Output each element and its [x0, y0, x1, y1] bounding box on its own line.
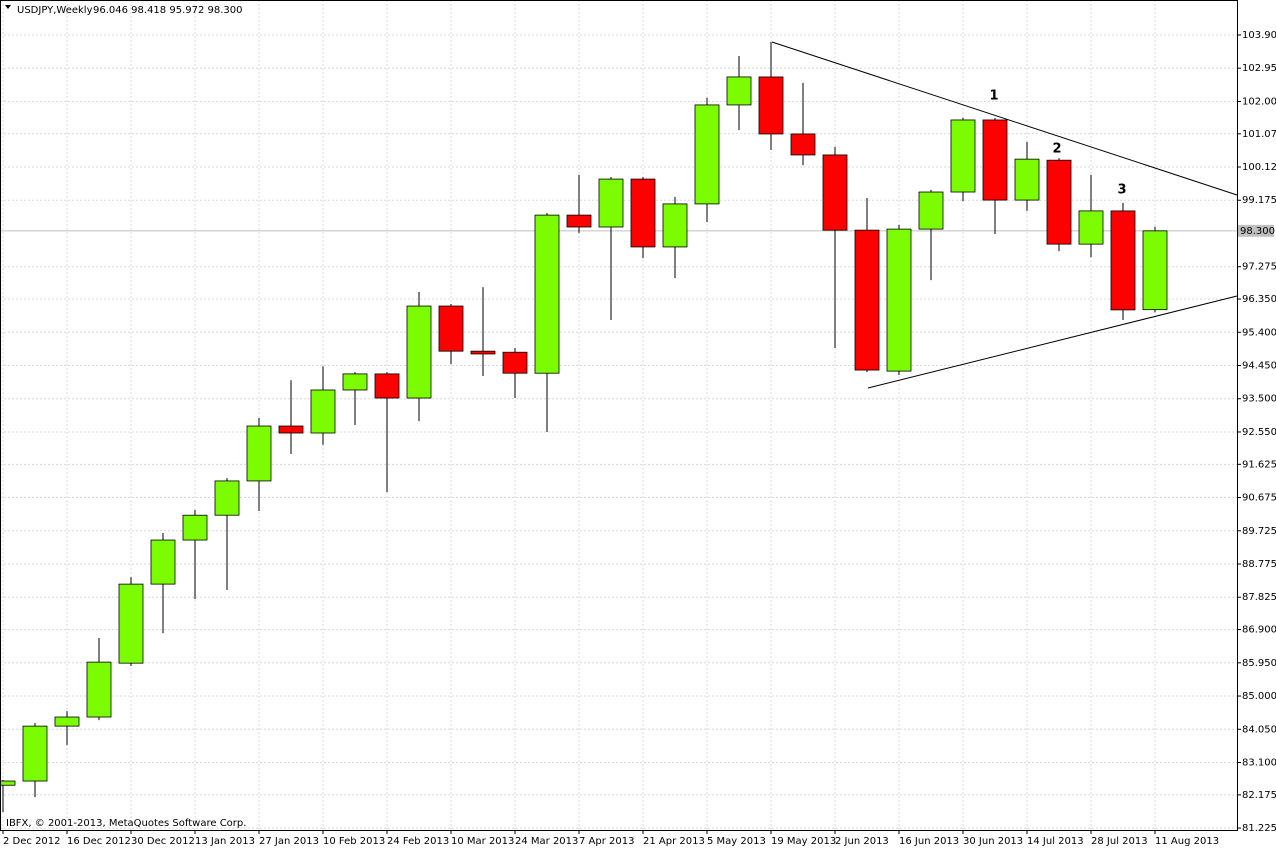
ohlc-info: 96.046 98.418 95.972 98.300: [93, 5, 243, 16]
y-tick-label: 81.225: [1242, 823, 1276, 834]
y-tick-label: 101.075: [1242, 129, 1276, 140]
candle-body: [1078, 210, 1104, 245]
y-tick-label: 87.825: [1242, 592, 1276, 603]
candle-body: [438, 305, 464, 352]
y-tick-label: 93.500: [1242, 394, 1276, 405]
symbol: USDJPY,Weekly: [17, 5, 93, 16]
current-price-box: [1238, 224, 1274, 237]
x-tick-label: 19 May 2013: [771, 836, 836, 847]
y-tick-label: 92.550: [1242, 427, 1276, 438]
x-tick-label: 10 Mar 2013: [451, 836, 514, 847]
overlay: 1 2 3: [771, 41, 1238, 389]
y-tick-label: 90.675: [1242, 493, 1276, 504]
y-tick-label: 88.775: [1242, 559, 1276, 570]
candle-body: [822, 154, 848, 231]
x-tick-label: 11 Aug 2013: [1155, 836, 1219, 847]
y-tick-label: 91.625: [1242, 459, 1276, 470]
candle-body: [726, 76, 752, 106]
candle-body: [406, 305, 432, 399]
candle-body: [54, 716, 80, 727]
candle-body: [1046, 159, 1072, 245]
y-tick-label: 100.125: [1242, 162, 1276, 173]
candle-body: [150, 539, 176, 585]
candle-body: [1142, 230, 1168, 311]
grid: [0, 0, 1237, 830]
candle-body: [918, 191, 944, 230]
candle-body: [630, 178, 656, 248]
candle-body: [790, 133, 816, 156]
candle-body: [502, 351, 528, 374]
candle-body: [246, 425, 272, 482]
candle-body: [566, 214, 592, 228]
candle-body: [374, 373, 400, 399]
x-tick-label: 10 Feb 2013: [323, 836, 385, 847]
candles: [0, 41, 1168, 813]
menu-arrow: [5, 5, 11, 9]
trendline-upper: [771, 41, 1238, 196]
candle-body: [0, 780, 16, 786]
y-tick-label: 94.450: [1242, 361, 1276, 372]
candle-body: [662, 203, 688, 248]
y-tick-label: 84.050: [1242, 724, 1276, 735]
candle-body: [22, 725, 48, 782]
x-tick-label: 2 Jun 2013: [835, 836, 889, 847]
y-tick-label: 102.000: [1242, 96, 1276, 107]
x-tick-label: 14 Jul 2013: [1027, 836, 1084, 847]
plot-border: [0, 0, 1238, 831]
x-tick-label: 7 Apr 2013: [579, 836, 634, 847]
candle-body: [598, 178, 624, 228]
candle-body: [758, 76, 784, 135]
x-tick-label: 24 Mar 2013: [515, 836, 578, 847]
y-tick-label: 85.000: [1242, 691, 1276, 702]
y-tick-label: 86.900: [1242, 625, 1276, 636]
copyright: IBFX, © 2001-2013, MetaQuotes Software C…: [6, 818, 246, 829]
y-tick-label: 96.350: [1242, 294, 1276, 305]
candle-body: [950, 119, 976, 193]
x-tick-label: 16 Dec 2012: [67, 836, 131, 847]
y-tick-label: 99.175: [1242, 195, 1276, 206]
annotation: 1: [989, 89, 998, 104]
y-tick-label: 89.725: [1242, 526, 1276, 537]
candle-body: [534, 214, 560, 374]
candle-body: [1014, 158, 1040, 201]
candle-body: [854, 229, 880, 371]
y-tick-label: 83.100: [1242, 757, 1276, 768]
candle-body: [182, 514, 208, 541]
candle-body: [470, 350, 496, 355]
candle-body: [982, 119, 1008, 201]
y-tick-label: 103.900: [1242, 30, 1276, 41]
x-tick-label: 27 Jan 2013: [259, 836, 319, 847]
annotation: 2: [1052, 142, 1061, 157]
x-tick-label: 30 Dec 2012: [131, 836, 195, 847]
candle-body: [694, 104, 720, 205]
annotation: 3: [1117, 183, 1126, 198]
candle-body: [886, 228, 912, 372]
trendline-lower: [867, 295, 1238, 389]
candle-body: [118, 583, 144, 664]
candle-body: [342, 373, 368, 391]
x-tick-label: 2 Dec 2012: [3, 836, 61, 847]
y-tick-label: 95.400: [1242, 327, 1276, 338]
x-tick-label: 28 Jul 2013: [1091, 836, 1148, 847]
y-tick-label: 82.175: [1242, 790, 1276, 801]
x-tick-label: 21 Apr 2013: [643, 836, 705, 847]
x-tick-label: 5 May 2013: [707, 836, 766, 847]
x-tick-label: 24 Feb 2013: [387, 836, 449, 847]
y-tick-label: 97.275: [1242, 262, 1276, 273]
candle-body: [86, 661, 112, 718]
x-tick-label: 16 Jun 2013: [899, 836, 959, 847]
y-tick-label: 102.950: [1242, 63, 1276, 74]
x-tick-label: 13 Jan 2013: [195, 836, 255, 847]
candle-body: [310, 389, 336, 434]
candle-body: [1110, 210, 1136, 311]
y-tick-label: 85.950: [1242, 658, 1276, 669]
candle-body: [214, 480, 240, 516]
candle-body: [278, 425, 304, 434]
current-price-label: 98.300: [1240, 226, 1275, 237]
x-tick-label: 30 Jun 2013: [963, 836, 1023, 847]
